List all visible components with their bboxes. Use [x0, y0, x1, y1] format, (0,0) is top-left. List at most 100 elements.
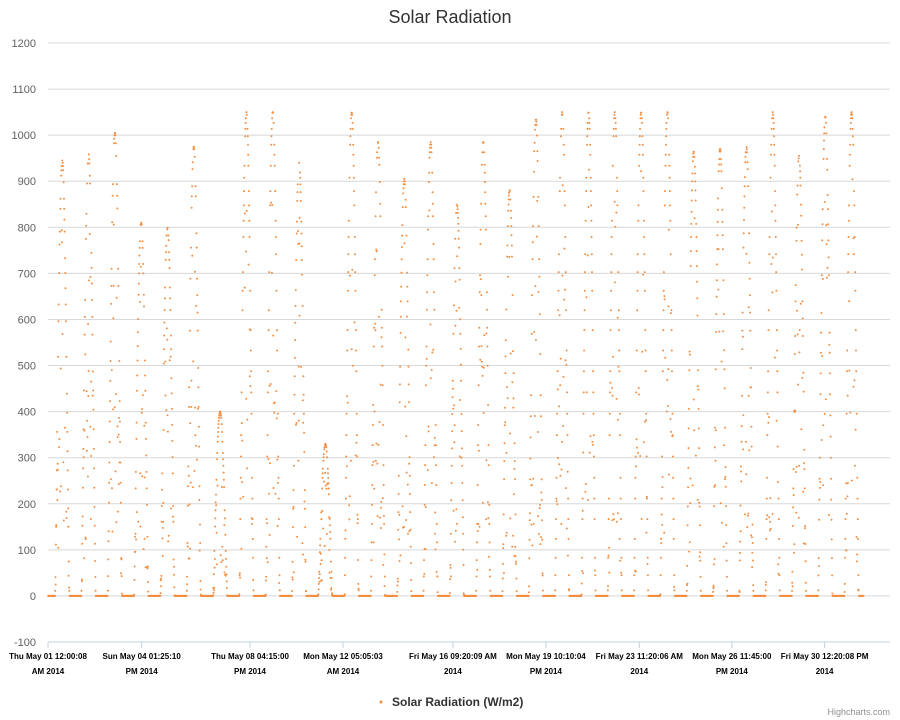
- data-point: [717, 288, 720, 291]
- data-point: [344, 529, 347, 532]
- data-point: [88, 174, 91, 177]
- data-point: [425, 384, 427, 387]
- data-point: [347, 236, 350, 238]
- data-point: [170, 392, 173, 395]
- data-point: [302, 375, 305, 378]
- data-point: [291, 578, 294, 581]
- credits-link[interactable]: Highcharts.com: [827, 707, 890, 717]
- data-point: [302, 553, 304, 556]
- data-point: [318, 580, 321, 583]
- data-point: [791, 525, 794, 527]
- data-point: [433, 291, 436, 294]
- data-point: [453, 267, 456, 270]
- data-point: [744, 161, 747, 164]
- data-point: [739, 530, 742, 533]
- data-point: [580, 556, 583, 559]
- data-point: [197, 367, 200, 369]
- data-point: [766, 391, 769, 394]
- data-point: [398, 513, 401, 516]
- data-point: [67, 507, 70, 510]
- data-point: [344, 497, 347, 500]
- data-point: [714, 426, 716, 429]
- data-point: [486, 308, 488, 311]
- data-point: [109, 360, 112, 362]
- data-point: [213, 589, 215, 591]
- data-point: [714, 484, 717, 487]
- data-point: [166, 338, 169, 341]
- data-point: [529, 512, 531, 515]
- data-point: [294, 321, 297, 324]
- data-point: [54, 589, 57, 592]
- data-point: [690, 210, 693, 213]
- data-point: [644, 329, 647, 332]
- data-point: [370, 541, 373, 544]
- data-point: [591, 289, 594, 292]
- data-point: [271, 203, 274, 206]
- data-point: [634, 455, 637, 458]
- data-point: [799, 302, 802, 305]
- data-point: [454, 324, 457, 327]
- data-point: [274, 492, 277, 495]
- data-point: [741, 329, 744, 332]
- data-point: [193, 470, 196, 472]
- data-point: [642, 176, 645, 179]
- data-point: [426, 258, 429, 261]
- data-point: [535, 120, 538, 123]
- data-point: [61, 159, 64, 162]
- data-point: [670, 349, 673, 352]
- data-point: [509, 352, 512, 355]
- data-point: [57, 355, 60, 358]
- data-point: [107, 575, 110, 578]
- data-point: [796, 333, 799, 336]
- data-point: [89, 182, 92, 185]
- x-tick-label: Mon May 26 11:45:00: [692, 652, 772, 661]
- data-point: [407, 348, 410, 351]
- legend[interactable]: Solar Radiation (W/m2): [379, 695, 524, 709]
- data-point: [187, 474, 190, 477]
- data-point: [275, 390, 278, 393]
- data-point: [712, 584, 715, 587]
- data-point: [529, 478, 532, 481]
- data-point: [278, 574, 281, 577]
- data-point: [484, 181, 486, 183]
- data-point: [528, 585, 531, 588]
- data-point: [642, 273, 645, 276]
- data-point: [451, 379, 454, 382]
- data-point: [560, 127, 563, 130]
- data-point: [268, 271, 271, 274]
- data-point: [354, 329, 357, 332]
- data-point: [512, 372, 515, 375]
- data-point: [611, 219, 613, 222]
- data-point: [503, 442, 506, 445]
- data-point: [275, 417, 278, 420]
- legend-label: Solar Radiation (W/m2): [392, 695, 523, 709]
- data-point: [698, 501, 701, 504]
- data-point: [612, 127, 615, 130]
- data-point: [398, 401, 401, 404]
- data-point: [372, 424, 374, 426]
- data-point: [821, 239, 824, 242]
- data-point: [686, 582, 689, 585]
- data-point: [764, 594, 767, 597]
- data-point: [250, 522, 253, 525]
- data-point: [461, 482, 464, 484]
- data-point: [607, 585, 609, 587]
- data-point: [81, 524, 84, 527]
- data-point: [843, 594, 846, 597]
- data-point: [244, 121, 247, 124]
- data-point: [671, 412, 674, 415]
- data-point: [322, 459, 325, 462]
- data-point: [369, 594, 372, 597]
- data-point: [57, 303, 60, 306]
- data-point: [119, 501, 122, 504]
- data-point: [774, 204, 777, 207]
- data-point: [696, 385, 699, 388]
- data-point: [531, 544, 534, 547]
- data-point: [110, 285, 113, 287]
- data-point: [424, 464, 427, 467]
- data-point: [380, 500, 383, 503]
- data-point: [770, 210, 773, 213]
- data-point: [513, 467, 516, 470]
- data-point: [862, 594, 865, 597]
